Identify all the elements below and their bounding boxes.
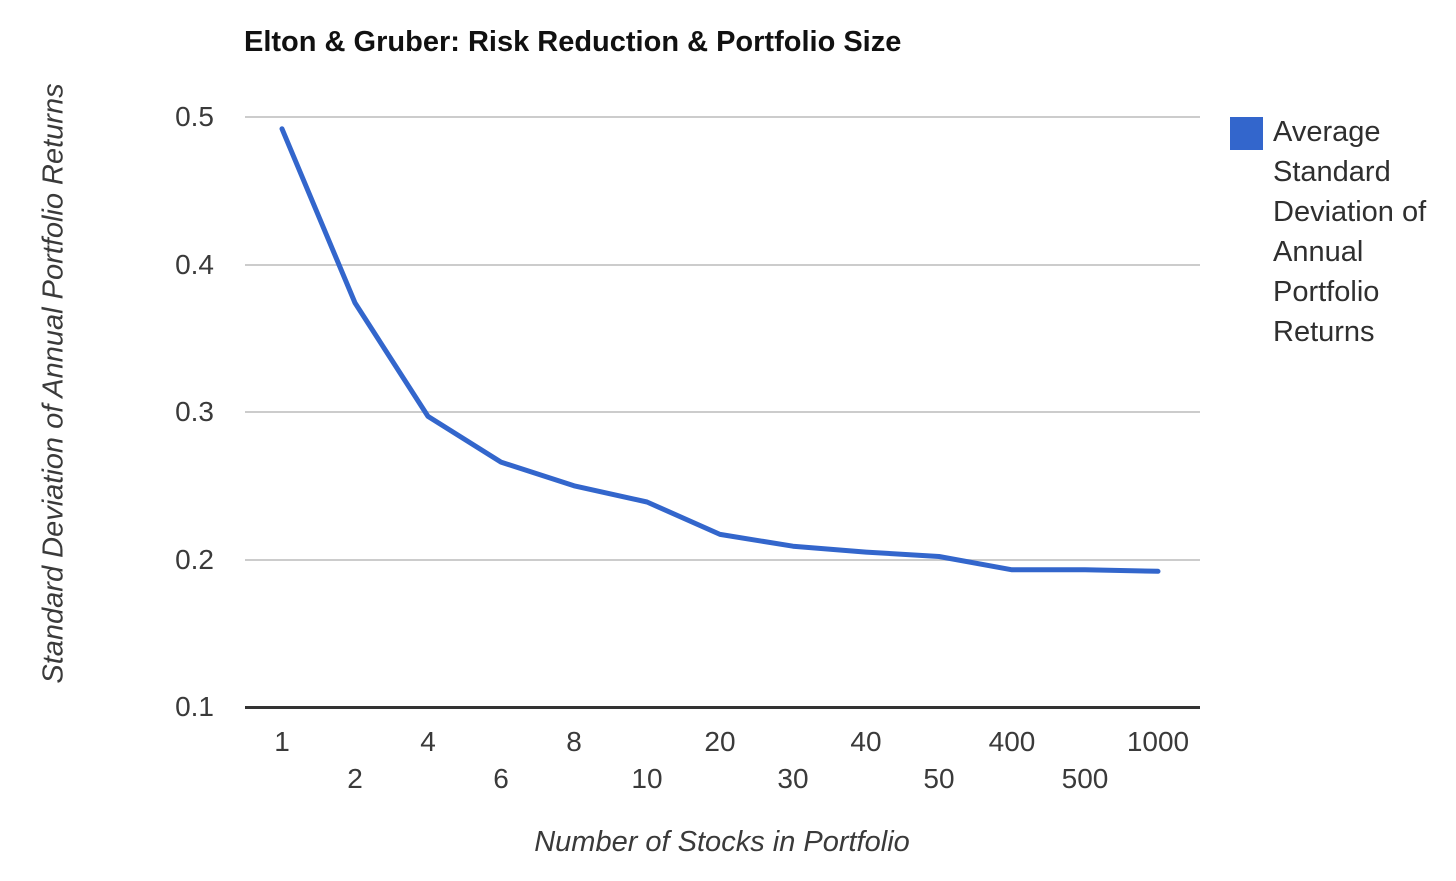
chart-title: Elton & Gruber: Risk Reduction & Portfol… <box>244 26 902 58</box>
x-tick-label: 1 <box>274 726 290 757</box>
y-tick-label: 0.4 <box>175 248 214 280</box>
x-tick-label: 10 <box>631 763 663 794</box>
x-tick-label: 6 <box>493 763 509 794</box>
y-tick-label: 0.1 <box>175 691 214 722</box>
x-axis-title: Number of Stocks in Portfolio <box>534 826 910 858</box>
x-tick-label: 8 <box>566 726 582 757</box>
x-tick-label: 20 <box>704 726 736 757</box>
x-tick-label: 40 <box>850 726 882 757</box>
legend-swatch-icon <box>1230 117 1263 150</box>
x-tick-label: 4 <box>420 726 436 757</box>
y-tick-label: 0.5 <box>175 101 214 132</box>
y-tick-label: 0.2 <box>175 543 214 575</box>
y-tick-label: 0.3 <box>175 396 214 427</box>
x-tick-label: 2 <box>347 763 363 794</box>
gridline <box>245 263 1200 266</box>
x-tick-label: 500 <box>1061 763 1109 794</box>
x-tick-label: 400 <box>988 726 1036 757</box>
x-tick-label: 50 <box>923 763 955 794</box>
gridline <box>245 558 1200 561</box>
x-axis-line <box>245 706 1200 709</box>
legend: Average Standard Deviation of Annual Por… <box>1230 116 1456 352</box>
x-tick-label: 1000 <box>1126 726 1190 757</box>
x-tick-label: 30 <box>777 763 809 794</box>
gridline <box>245 411 1200 413</box>
legend-label: Average Standard Deviation of Annual Por… <box>1273 116 1427 348</box>
gridline <box>245 116 1200 118</box>
data-line <box>279 126 1161 574</box>
